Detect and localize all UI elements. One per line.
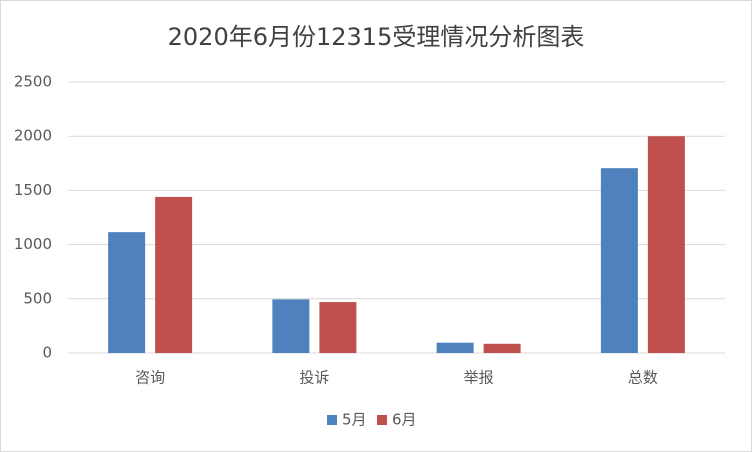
bar (483, 343, 521, 353)
y-tick-label: 2000 (14, 127, 52, 145)
legend-swatch (377, 415, 387, 425)
bar (108, 232, 146, 353)
x-tick-label: 举报 (464, 369, 494, 387)
x-tick-label: 咨询 (135, 369, 165, 387)
y-tick-label: 0 (42, 344, 52, 362)
bar (155, 196, 193, 353)
bar (600, 168, 638, 353)
y-tick-label: 500 (23, 289, 52, 307)
x-tick-label: 投诉 (299, 369, 329, 387)
y-tick-label: 2500 (14, 73, 52, 91)
x-tick-label: 总数 (628, 369, 658, 387)
legend-label: 5月 (342, 411, 367, 429)
bar (647, 136, 685, 353)
bar (436, 342, 474, 353)
legend-swatch (327, 415, 337, 425)
bar (319, 302, 357, 353)
chart-title: 2020年6月份12315受理情况分析图表 (168, 23, 585, 51)
bar (272, 299, 310, 353)
legend-label: 6月 (392, 411, 417, 429)
y-tick-label: 1500 (14, 181, 52, 199)
y-tick-label: 1000 (14, 235, 52, 253)
